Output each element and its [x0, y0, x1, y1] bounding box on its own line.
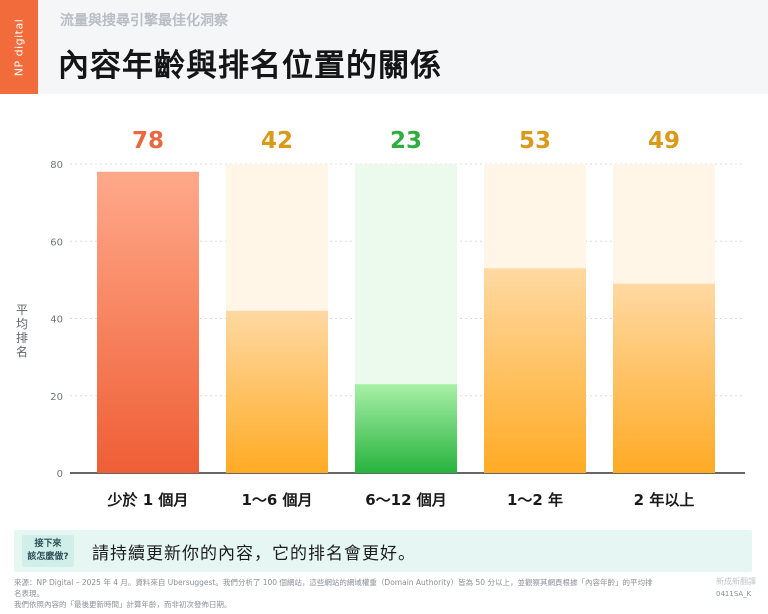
- footnote-line1: 來源：NP Digital – 2025 年 4 月。資料來自 Ubersugg…: [14, 578, 653, 598]
- y-tick-label: 0: [57, 469, 63, 480]
- bar: [613, 283, 715, 473]
- credit-text: 新成新翻譯: [716, 577, 756, 586]
- y-tick-label: 80: [50, 160, 63, 171]
- bar-value-label: 23: [390, 128, 422, 154]
- x-category-label: 1～6 個月: [241, 491, 312, 509]
- y-tick-label: 60: [50, 237, 63, 248]
- credit-code: 0411SA_K: [716, 590, 752, 598]
- x-category-label: 6～12 個月: [365, 491, 447, 509]
- bar-chart: 0 20 40 60 80 78 42 23 53 49 少於 1 個月 1～6 個月 6～12 個…: [16, 128, 745, 509]
- chart-x-labels: 少於 1 個月 1～6 個月 6～12 個月 1～2 年 2 年以上: [107, 491, 695, 509]
- y-axis-label: 平均排名: [16, 303, 28, 359]
- y-tick-label: 20: [50, 392, 63, 403]
- tip-label: 接下來 該怎麼做?: [22, 535, 74, 567]
- x-category-label: 2 年以上: [634, 491, 695, 509]
- chart-value-labels: 78 42 23 53 49: [132, 128, 680, 154]
- brand-logo: NP digital: [0, 0, 38, 94]
- x-category-label: 1～2 年: [507, 491, 563, 509]
- tip-text: 請持續更新你的內容，它的排名會更好。: [92, 543, 416, 564]
- x-category-label: 少於 1 個月: [107, 491, 189, 509]
- bar: [355, 384, 457, 473]
- page-title: 內容年齡與排名位置的關係: [58, 48, 442, 84]
- bar: [97, 171, 199, 473]
- bar-value-label: 78: [132, 128, 164, 154]
- footnote-line2: 我們依照內容的「最後更新時間」計算年齡，而非初次發佈日期。: [14, 600, 232, 609]
- bar: [226, 310, 328, 473]
- header-band: [38, 0, 768, 94]
- chart-y-ticks: 0 20 40 60 80: [50, 160, 63, 480]
- page-subtitle: 流量與搜尋引擎最佳化洞察: [60, 13, 228, 29]
- bar-value-label: 53: [519, 128, 551, 154]
- brand-logo-text: NP digital: [12, 18, 26, 76]
- bar-value-label: 49: [648, 128, 680, 154]
- tip-box: 接下來 該怎麼做? 請持續更新你的內容，它的排名會更好。: [14, 530, 752, 572]
- tip-label-line1: 接下來: [34, 539, 62, 549]
- bar-value-label: 42: [261, 128, 293, 154]
- tip-label-line2: 該怎麼做?: [27, 552, 69, 562]
- chart-bars: [97, 171, 715, 473]
- bar: [484, 268, 586, 473]
- y-tick-label: 40: [50, 315, 63, 326]
- footnote: 來源：NP Digital – 2025 年 4 月。資料來自 Ubersugg…: [14, 577, 654, 610]
